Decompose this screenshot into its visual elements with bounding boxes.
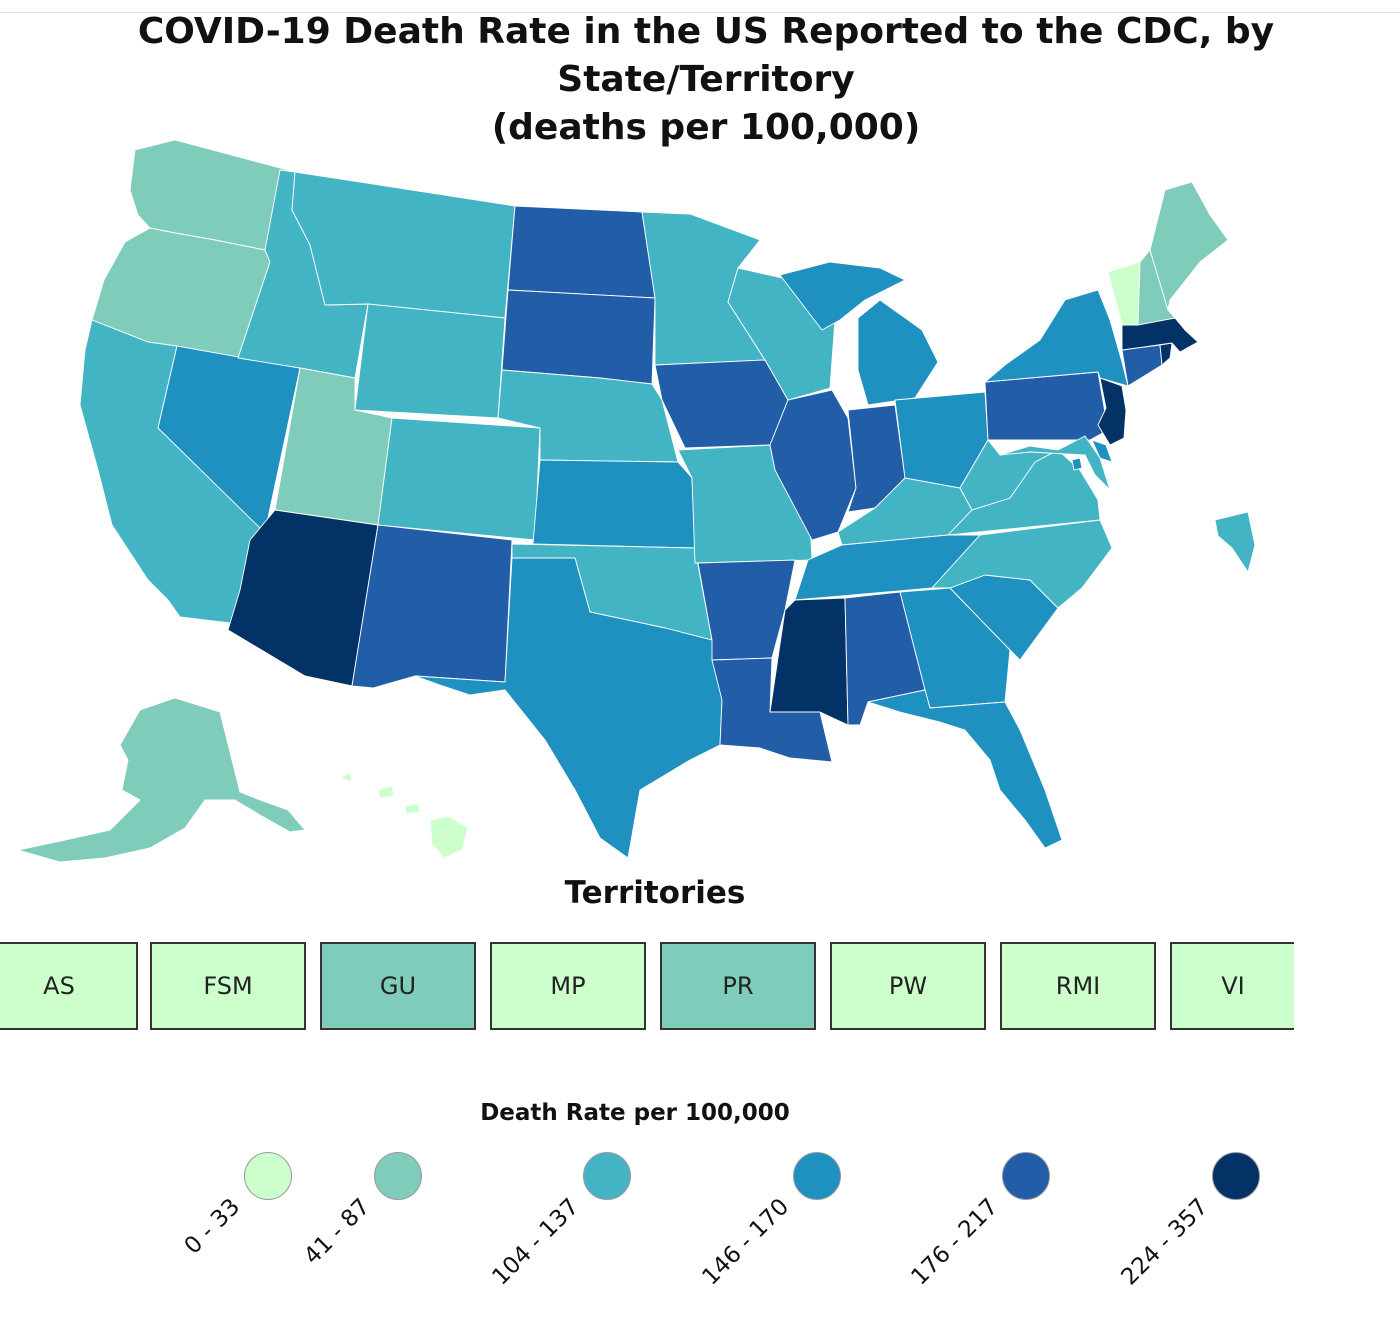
territory-box-pw[interactable]: PW xyxy=(830,942,986,1030)
legend-swatch-2[interactable] xyxy=(583,1152,631,1200)
state-CT[interactable] xyxy=(1121,344,1163,387)
territory-label-pr: PR xyxy=(722,972,754,1000)
legend-label-0: 0 - 33 xyxy=(179,1193,246,1260)
state-NM[interactable] xyxy=(351,524,513,689)
territory-label-gu: GU xyxy=(379,972,417,1000)
state-ND[interactable] xyxy=(507,205,656,299)
territory-label-mp: MP xyxy=(550,972,586,1000)
legend-swatch-4[interactable] xyxy=(1002,1152,1050,1200)
state-HI[interactable] xyxy=(339,771,469,859)
title-line-1: COVID-19 Death Rate in the US Reported t… xyxy=(137,11,1275,100)
legend-swatch-5[interactable] xyxy=(1212,1152,1260,1200)
territory-box-mp[interactable]: MP xyxy=(490,942,646,1030)
territory-box-fsm[interactable]: FSM xyxy=(150,942,306,1030)
state-PA[interactable] xyxy=(984,371,1109,441)
state-NH[interactable] xyxy=(1137,249,1176,326)
map-title: COVID-19 Death Rate in the US Reported t… xyxy=(0,8,1400,152)
legend-swatch-1[interactable] xyxy=(374,1152,422,1200)
territory-label-pw: PW xyxy=(888,972,928,1000)
state-NJ[interactable] xyxy=(1097,377,1127,446)
top-divider xyxy=(0,12,1400,13)
legend-title: Death Rate per 100,000 xyxy=(480,1100,790,1126)
states-layer xyxy=(17,139,1256,863)
state-IA[interactable] xyxy=(654,359,789,449)
territory-pr-map[interactable] xyxy=(1214,511,1256,573)
state-RI[interactable] xyxy=(1159,342,1173,366)
legend-label-3: 146 - 170 xyxy=(697,1193,795,1291)
us-choropleth-map xyxy=(17,139,1256,863)
title-line-2: (deaths per 100,000) xyxy=(491,107,921,148)
state-MA[interactable] xyxy=(1121,317,1199,353)
territory-label-as: AS xyxy=(43,972,75,1000)
state-MT[interactable] xyxy=(291,171,516,319)
legend-label-4: 176 - 217 xyxy=(906,1193,1004,1291)
legend-label-1: 41 - 87 xyxy=(299,1193,376,1270)
territory-box-as[interactable]: AS xyxy=(0,942,138,1030)
legend-label-5: 224 - 357 xyxy=(1116,1193,1214,1291)
state-FL[interactable] xyxy=(867,689,1063,849)
state-AK[interactable] xyxy=(17,697,306,863)
territory-box-gu[interactable]: GU xyxy=(320,942,476,1030)
state-ME[interactable] xyxy=(1149,181,1229,311)
legend-label-2: 104 - 137 xyxy=(487,1193,585,1291)
state-NY[interactable] xyxy=(984,289,1129,387)
territory-label-rmi: RMI xyxy=(1055,972,1101,1000)
state-SD[interactable] xyxy=(501,289,656,385)
legend-swatch-3[interactable] xyxy=(793,1152,841,1200)
territory-label-fsm: FSM xyxy=(203,972,253,1000)
territory-box-vi[interactable]: VI xyxy=(1170,942,1294,1030)
state-VT[interactable] xyxy=(1107,261,1141,326)
state-KS[interactable] xyxy=(532,459,696,549)
state-LA[interactable] xyxy=(711,657,833,763)
state-NC[interactable] xyxy=(931,519,1113,609)
state-CO[interactable] xyxy=(377,417,541,541)
state-MI[interactable] xyxy=(779,261,939,406)
state-MD[interactable] xyxy=(999,435,1111,491)
state-DC[interactable] xyxy=(1071,457,1083,471)
territories-title: Territories xyxy=(564,875,746,911)
state-DE[interactable] xyxy=(1091,439,1113,463)
legend-swatch-0[interactable] xyxy=(244,1152,292,1200)
state-TX[interactable] xyxy=(414,557,723,859)
territory-box-rmi[interactable]: RMI xyxy=(1000,942,1156,1030)
state-WY[interactable] xyxy=(354,303,506,419)
territory-box-pr[interactable]: PR xyxy=(660,942,816,1030)
territory-label-vi: VI xyxy=(1221,972,1245,1000)
